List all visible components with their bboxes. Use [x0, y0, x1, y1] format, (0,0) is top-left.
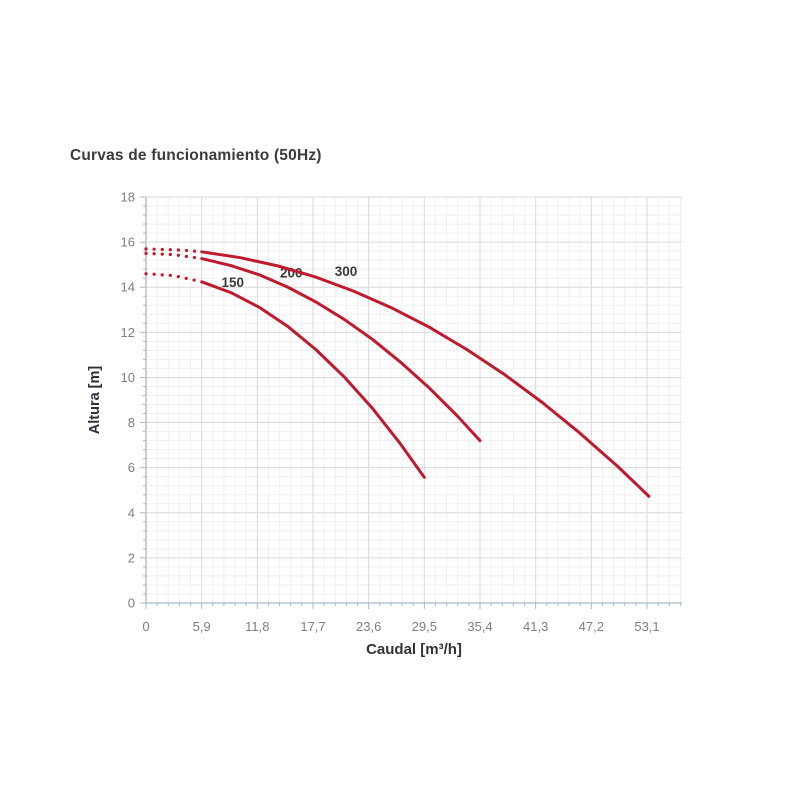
y-tick-label: 2	[128, 550, 135, 565]
curve-300	[200, 250, 651, 498]
curve-label-300: 300	[335, 264, 358, 279]
y-tick-label: 8	[128, 415, 135, 430]
x-tick-label: 5,9	[193, 619, 211, 634]
curve-150-dotted	[144, 272, 204, 284]
curve-300-dotted	[144, 247, 204, 254]
x-tick-label: 17,7	[300, 619, 325, 634]
y-axis-label: Altura [m]	[87, 365, 103, 435]
y-tick-label: 0	[128, 596, 135, 611]
x-tick-label: 41,3	[523, 619, 548, 634]
y-tick-label: 12	[121, 325, 135, 340]
x-tick-label: 23,6	[356, 619, 381, 634]
x-axis-label: Caudal [m³/h]	[366, 641, 462, 658]
x-tick-label: 53,1	[634, 619, 659, 634]
curve-150	[200, 280, 426, 479]
x-tick-label: 0	[142, 619, 149, 634]
x-tick-label: 47,2	[579, 619, 604, 634]
y-tick-label: 14	[121, 280, 135, 295]
y-tick-label: 10	[121, 370, 135, 385]
y-tick-label: 18	[121, 190, 135, 205]
x-tick-label: 29,5	[412, 619, 437, 634]
curve-200	[200, 257, 482, 443]
curve-200-dotted	[144, 251, 204, 261]
curve-label-150: 150	[222, 275, 245, 290]
y-tick-label: 6	[128, 460, 135, 475]
y-tick-label: 16	[121, 235, 135, 250]
y-tick-label: 4	[128, 505, 135, 520]
x-tick-label: 11,8	[245, 619, 269, 634]
x-tick-label: 35,4	[467, 619, 492, 634]
chart-title: Curvas de funcionamiento (50Hz)	[70, 147, 322, 164]
